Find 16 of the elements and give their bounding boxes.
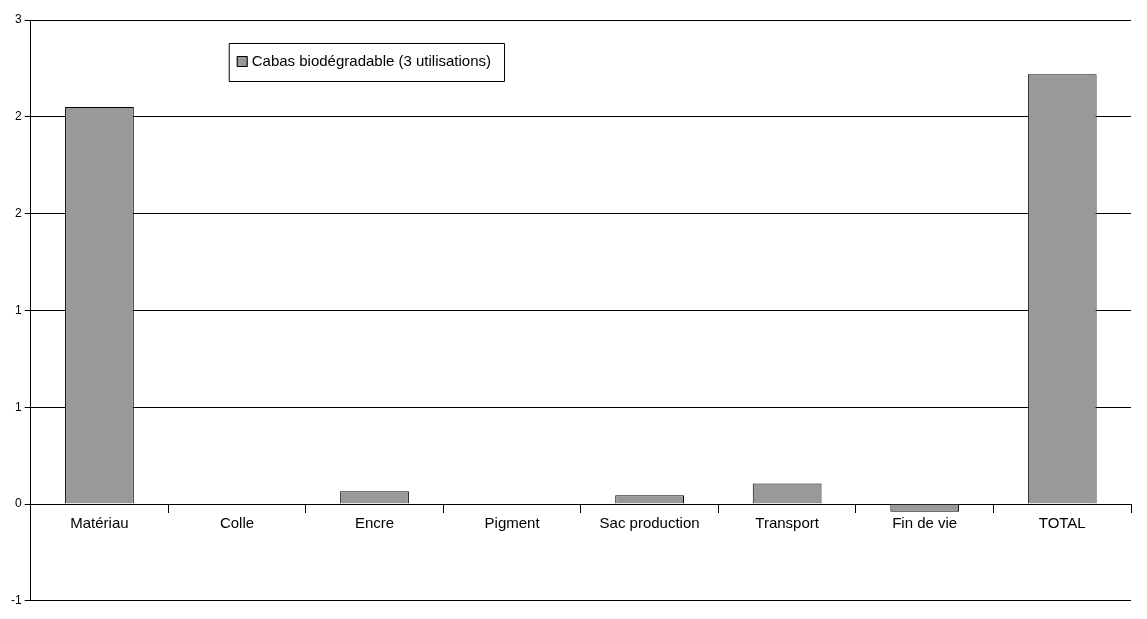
x-tick-label: Pigment: [484, 514, 541, 532]
legend-label: Cabas biodégradable (3 utilisations): [251, 52, 492, 70]
y-tick-label: 0: [14, 496, 22, 511]
x-tick-label: Transport: [755, 514, 820, 532]
x-tick-label: Matériau: [70, 514, 129, 532]
y-tick-label: 2: [14, 205, 22, 220]
y-tick-label: 2: [14, 109, 22, 124]
x-tick-label: TOTAL: [1038, 514, 1086, 532]
y-tick-label: 3: [14, 12, 22, 27]
x-tick-label: Sac production: [599, 514, 700, 532]
x-tick-label: Encre: [354, 514, 395, 532]
y-tick-label: 1: [14, 302, 22, 317]
x-tick-label: Colle: [219, 514, 255, 532]
y-tick-label: 1: [14, 399, 22, 414]
x-tick-label: Fin de vie: [892, 514, 958, 532]
y-tick-label: -1: [11, 593, 22, 608]
